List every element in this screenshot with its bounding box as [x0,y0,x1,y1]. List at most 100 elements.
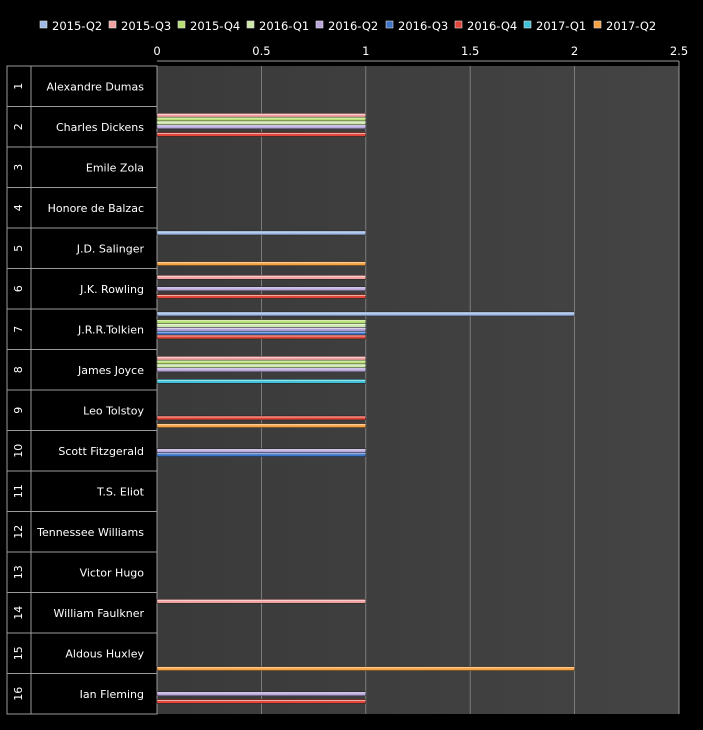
category-label: Victor Hugo [80,566,145,579]
legend: 2015-Q2 2015-Q3 2015-Q4 2016-Q1 2016-Q2 2016-… [39,19,656,33]
x-tick-label: 2 [571,44,578,58]
legend-swatch [385,20,394,29]
bar [156,691,367,696]
bar-highlight [157,368,366,370]
bar-highlight [157,113,366,115]
bar-highlight [157,312,575,314]
category-label: J.D. Salinger [76,242,145,255]
bar [156,132,367,137]
bar-highlight [157,453,366,455]
bar-highlight [157,364,366,366]
bar [156,379,367,384]
bar [156,415,367,421]
bar [156,452,367,457]
row-number: 12 [12,525,25,539]
category-label: Alexandre Dumas [46,80,144,93]
gridlines [157,60,680,714]
row-number: 3 [12,164,25,171]
category-label: William Faulkner [53,607,144,620]
bar-highlight [157,327,366,329]
legend-label: 2015-Q4 [190,19,240,33]
bar [156,294,367,299]
x-tick-label: 1.5 [461,44,479,58]
bar-highlight [157,117,366,119]
legend-label: 2016-Q2 [328,19,378,33]
bar [156,334,367,340]
category-label: Ian Fleming [80,688,144,701]
bar-highlight [157,416,366,418]
category-label: Tennessee Williams [36,526,144,539]
legend-label: 2016-Q1 [259,19,309,33]
row-number: 4 [12,204,25,211]
row-number: 14 [12,606,25,620]
row-number: 2 [12,123,25,130]
row-number: 6 [12,285,25,292]
bar [156,666,575,671]
row-number: 1 [12,83,25,90]
category-label: Leo Tolstoy [83,404,144,417]
bar-highlight [157,324,366,326]
bar-highlight [157,331,366,333]
legend-swatch [523,20,532,29]
bar [156,230,367,236]
x-tick-label: 1 [362,44,369,58]
bar-highlight [157,231,366,233]
bar-highlight [157,356,366,358]
legend-swatch [108,20,117,29]
x-tick-label: 0.5 [252,44,270,58]
bar-highlight [157,692,366,694]
bar-highlight [157,360,366,362]
legend-swatch [39,20,48,29]
legend-label: 2017-Q1 [536,19,586,33]
legend-label: 2015-Q3 [121,19,171,33]
x-tick-label: 2.5 [670,44,688,58]
bar-highlight [157,320,366,322]
category-label: James Joyce [77,364,144,377]
bar-highlight [157,125,366,127]
legend-label: 2016-Q4 [467,19,517,33]
category-label: Scott Fitzgerald [58,445,144,458]
row-number: 5 [12,245,25,252]
row-number: 16 [12,687,25,701]
bar-highlight [157,295,366,297]
bar [156,423,367,428]
category-table: 1 Alexandre Dumas 2 Charles Dickens 3 Emile Z… [6,65,158,715]
bar-highlight [157,379,366,381]
row-number: 7 [12,326,25,333]
legend-swatch [593,20,602,29]
row-number: 15 [12,646,25,660]
legend-label: 2015-Q2 [52,19,102,33]
legend-swatch [315,20,324,29]
bar [156,311,575,317]
bar [156,275,367,280]
bar [156,124,367,129]
category-label: Aldous Huxley [65,647,144,660]
row-number: 11 [12,484,25,498]
bar-highlight [157,287,366,289]
bar [156,599,367,604]
bar [156,261,367,266]
legend-swatch [177,20,186,29]
plot-area [157,66,679,714]
bar [156,699,367,704]
x-axis: 0 0.5 1 1.5 2 2.5 [153,44,688,58]
legend-swatch [246,20,255,29]
x-tick-label: 0 [153,44,160,58]
bar-highlight [157,700,366,702]
row-number: 13 [12,565,25,579]
row-number: 9 [12,407,25,414]
bar-highlight [157,335,366,337]
category-label: J.R.R.Tolkien [77,323,144,336]
row-number: 8 [12,366,25,373]
bar-highlight [157,262,366,264]
bar-highlight [157,133,366,135]
bar [156,286,367,291]
legend-label: 2016-Q3 [398,19,448,33]
bars [156,113,575,704]
category-label: Emile Zola [86,161,144,174]
legend-label: 2017-Q2 [606,19,656,33]
bar-highlight [157,121,366,123]
bar [156,367,367,372]
category-label: T.S. Eliot [96,485,145,498]
